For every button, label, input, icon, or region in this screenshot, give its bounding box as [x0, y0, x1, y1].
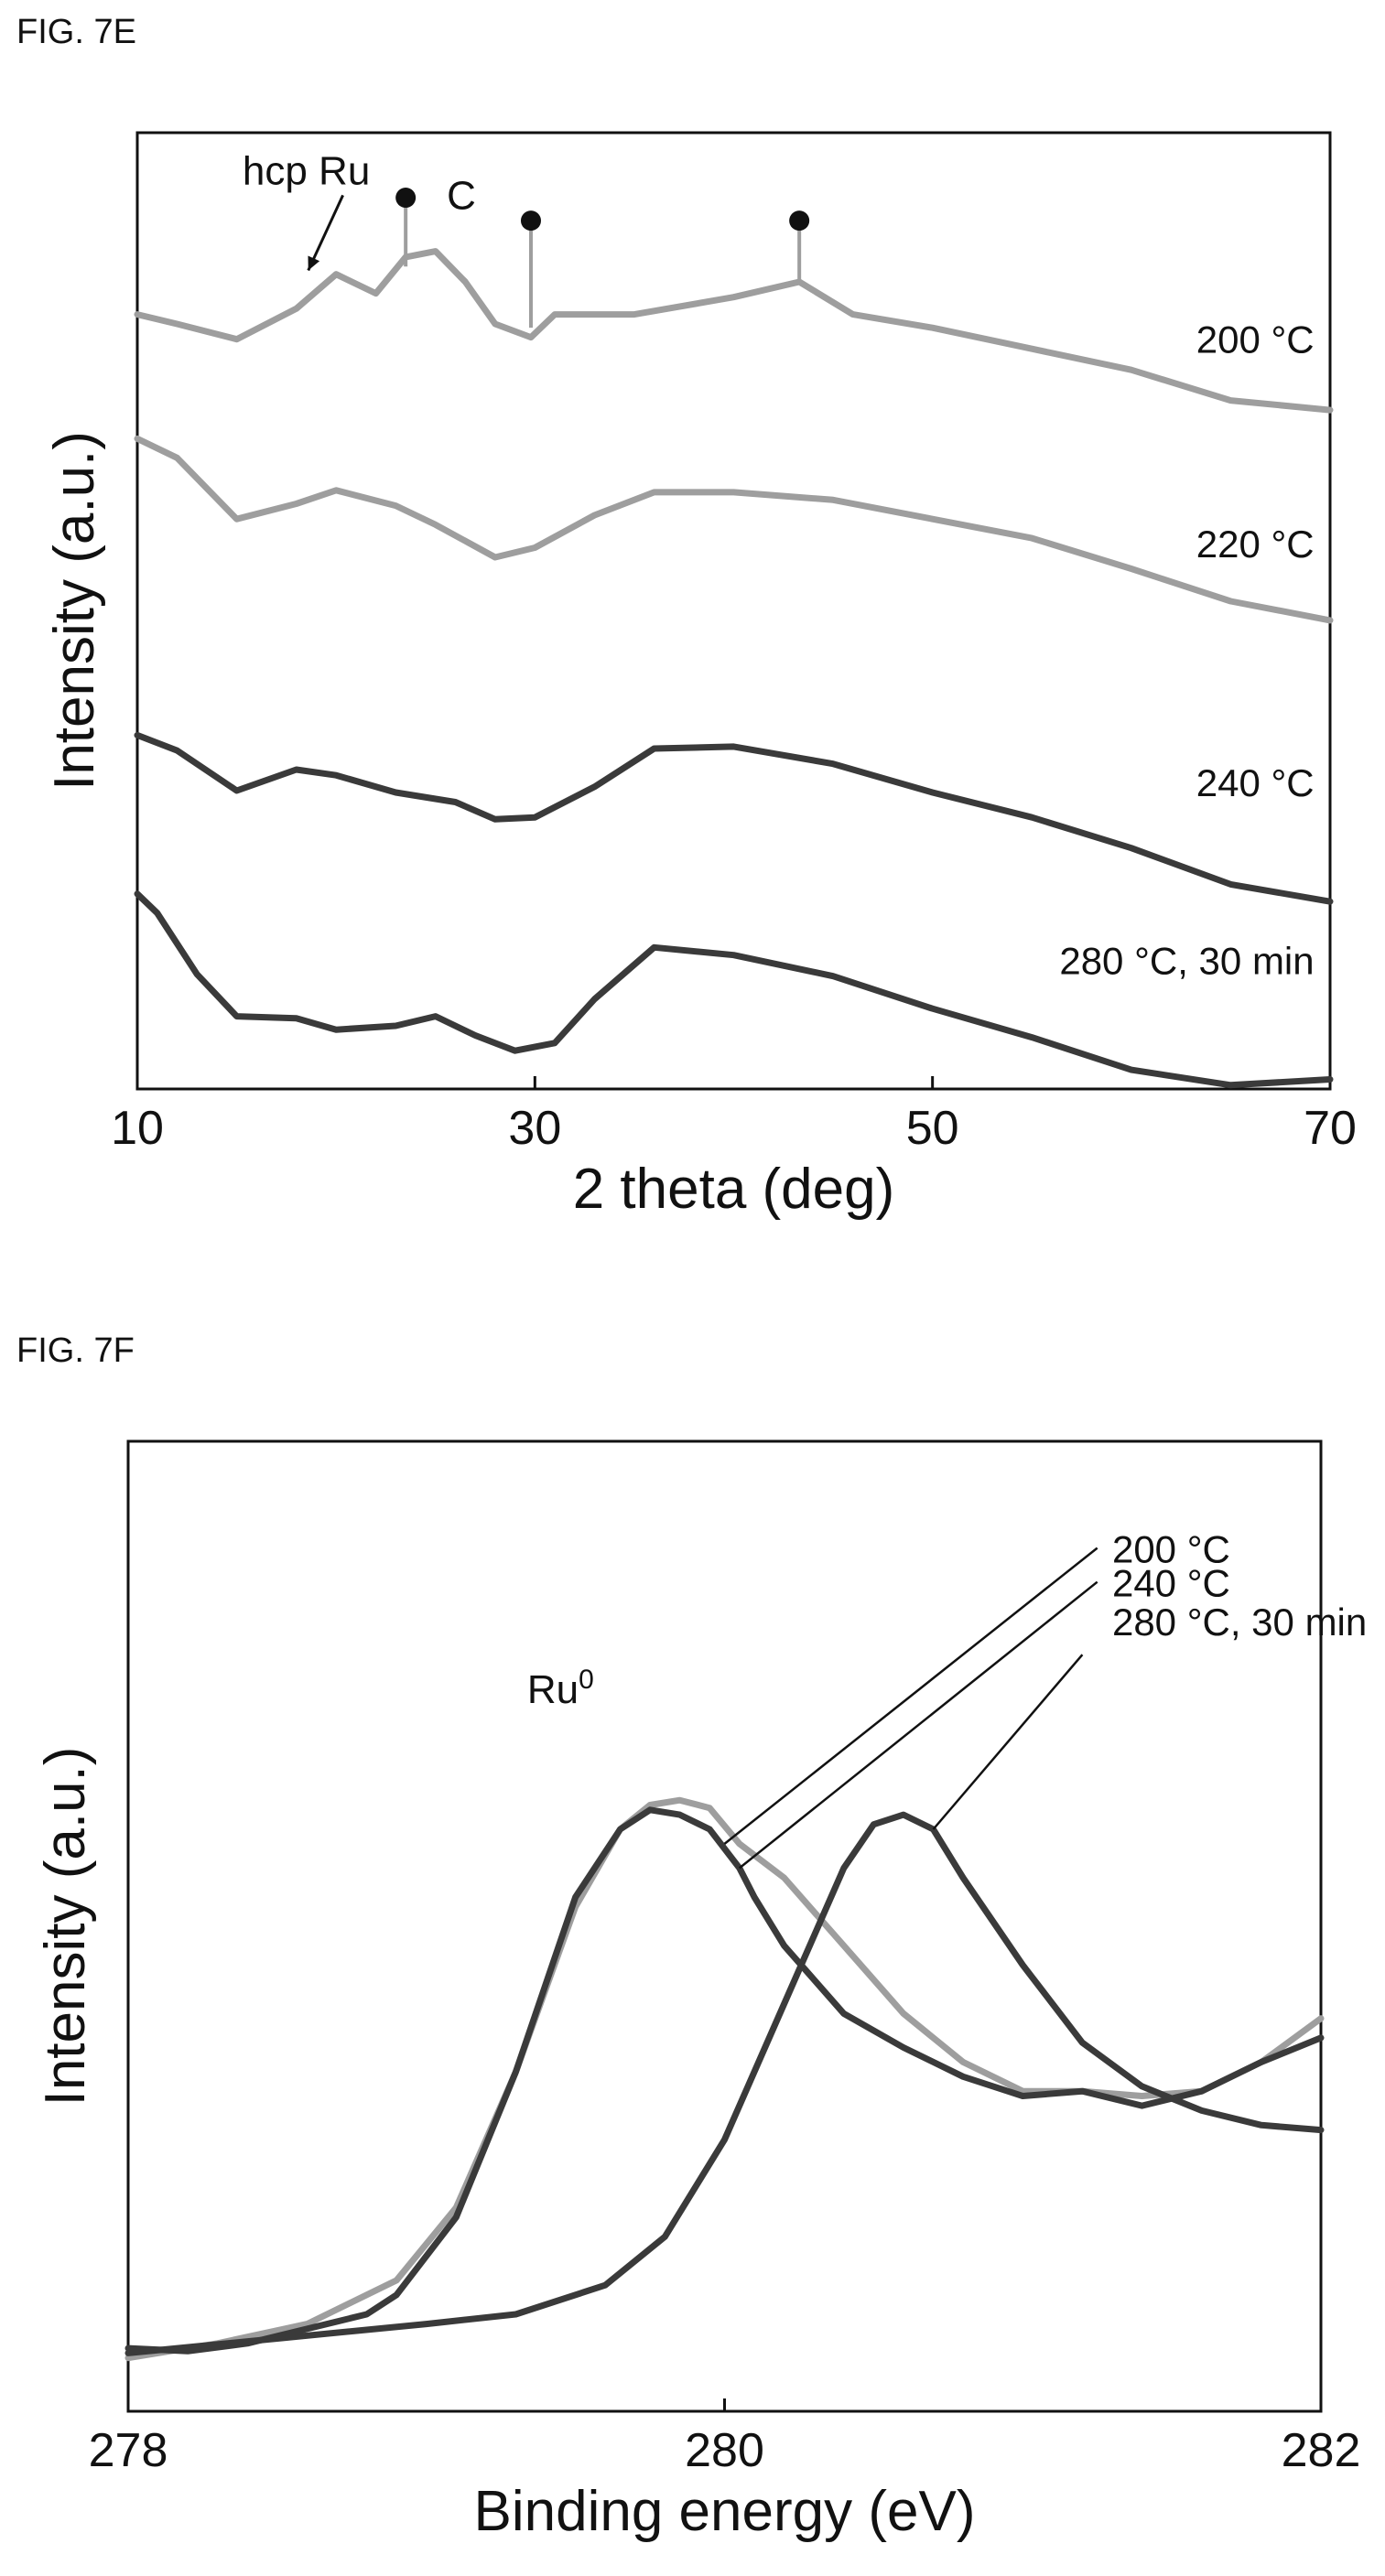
leader-line-240-c — [739, 1580, 1098, 1870]
x-tick-label: 70 — [1304, 1102, 1357, 1155]
leader-line-200-c — [723, 1547, 1098, 1845]
series-label-280-c-30-min: 280 °C, 30 min — [1059, 940, 1314, 983]
annotation-hcp-ru: hcp Ru — [243, 148, 370, 193]
series-label-200-c: 200 °C — [1196, 318, 1315, 361]
figure-label-7f: FIG. 7F — [16, 1331, 135, 1370]
annotation-superscript: 0 — [579, 1665, 594, 1695]
leader-line-280-c-30-min — [932, 1654, 1084, 1830]
legend-label-200-c: 200 °C — [1112, 1528, 1230, 1571]
series-label-240-c: 240 °C — [1196, 761, 1315, 804]
series-label-220-c: 220 °C — [1196, 523, 1315, 566]
series-line-280-c-30-min — [134, 890, 1334, 1089]
legend-label-280-c-30-min: 280 °C, 30 min — [1112, 1601, 1367, 1644]
peak-marker-dot — [520, 210, 541, 232]
y-axis-label: Intensity (a.u.) — [34, 1747, 97, 2107]
xrd-chart: 10 30 50 70 2 theta (deg) Intensity (a.u.) hcp… — [43, 131, 1357, 1221]
y-axis-label: Intensity (a.u.) — [43, 431, 106, 791]
series-line-280-c-30-min — [124, 1811, 1325, 2356]
xps-chart: 278 280 282 Binding energy (eV) Intensity (a… — [34, 1439, 1367, 2543]
series-line-200-c — [124, 1796, 1325, 2362]
annotation-c: C — [447, 174, 476, 219]
x-axis-label: Binding energy (eV) — [474, 2480, 976, 2543]
x-tick-label: 278 — [89, 2424, 168, 2477]
peak-marker-dot — [395, 188, 417, 209]
x-tick-label: 50 — [906, 1102, 959, 1155]
plot-frame — [135, 131, 1332, 1091]
x-axis-label: 2 theta (deg) — [573, 1158, 895, 1221]
series-line-240-c — [124, 1806, 1325, 2355]
figure-label-7e: FIG. 7E — [16, 13, 136, 51]
annotation-ru: Ru0 — [527, 1665, 594, 1713]
series-line-200-c — [134, 248, 1334, 414]
x-tick-label: 280 — [685, 2424, 764, 2477]
legend-label-240-c: 240 °C — [1112, 1562, 1230, 1605]
annotation-arrow — [307, 194, 344, 272]
x-tick-label: 10 — [111, 1102, 164, 1155]
series-line-240-c — [134, 731, 1334, 905]
annotation-arrowhead — [308, 255, 320, 271]
series-line-220-c — [134, 435, 1334, 624]
peak-marker-dot — [789, 210, 810, 232]
x-tick-label: 30 — [508, 1102, 561, 1155]
x-tick-label: 282 — [1282, 2424, 1361, 2477]
